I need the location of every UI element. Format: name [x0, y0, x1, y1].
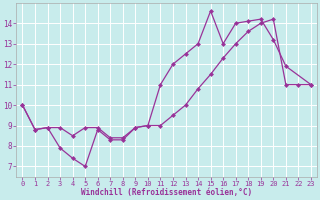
X-axis label: Windchill (Refroidissement éolien,°C): Windchill (Refroidissement éolien,°C) — [81, 188, 252, 197]
